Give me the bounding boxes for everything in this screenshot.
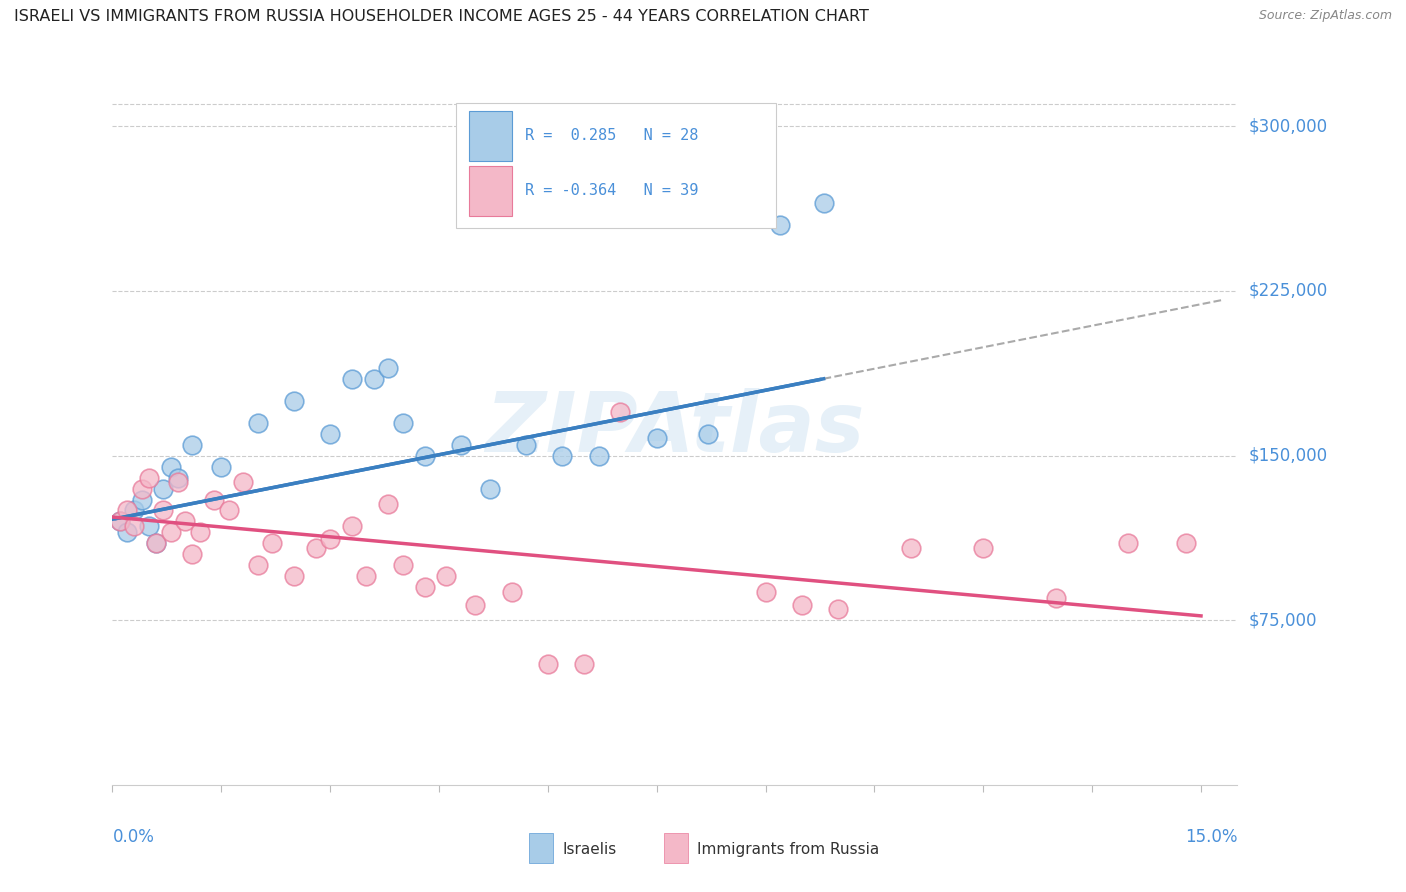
Point [246, 416, 269, 430]
Point [115, 525, 138, 540]
Text: ISRAELI VS IMMIGRANTS FROM RUSSIA HOUSEHOLDER INCOME AGES 25 - 44 YEARS CORRELAT: ISRAELI VS IMMIGRANTS FROM RUSSIA HOUSEH… [14, 9, 869, 24]
Point [188, 525, 211, 540]
Bar [664, 833, 689, 863]
Point [377, 360, 399, 375]
Text: Immigrants from Russia: Immigrants from Russia [697, 842, 880, 856]
Text: 0.0%: 0.0% [112, 828, 155, 846]
Text: 15.0%: 15.0% [1185, 828, 1237, 846]
Text: Israelis: Israelis [562, 842, 617, 856]
Point [283, 393, 305, 408]
Point [145, 536, 167, 550]
Point [1118, 536, 1140, 550]
Point [115, 503, 138, 517]
Point [696, 426, 718, 441]
Point [900, 541, 922, 555]
Point [813, 196, 835, 211]
Point [413, 580, 436, 594]
Text: $300,000: $300,000 [1249, 117, 1327, 136]
Point [790, 598, 813, 612]
Text: R = -0.364   N = 39: R = -0.364 N = 39 [526, 183, 699, 198]
Point [391, 416, 413, 430]
Text: $75,000: $75,000 [1249, 611, 1317, 629]
Point [572, 657, 595, 672]
Point [972, 541, 994, 555]
Point [218, 503, 240, 517]
Point [246, 558, 269, 573]
Point [166, 470, 188, 484]
Point [464, 598, 486, 612]
Bar [470, 166, 512, 216]
Point [1045, 591, 1067, 606]
Point [138, 470, 160, 484]
Point [551, 449, 574, 463]
Point [152, 482, 174, 496]
Bar [470, 111, 512, 161]
Point [159, 459, 181, 474]
Point [363, 372, 385, 386]
Point [138, 519, 160, 533]
Point [181, 437, 204, 451]
Point [377, 497, 399, 511]
Point [501, 584, 523, 599]
Point [202, 492, 225, 507]
Point [478, 482, 501, 496]
Point [340, 519, 363, 533]
Point [166, 475, 188, 489]
Point [232, 475, 254, 489]
Point [131, 492, 153, 507]
Point [319, 426, 342, 441]
Point [108, 515, 131, 529]
Point [769, 218, 792, 232]
Point [391, 558, 413, 573]
Point [108, 515, 131, 529]
Point [340, 372, 363, 386]
Point [537, 657, 560, 672]
Point [122, 519, 145, 533]
Text: ZIPAtlas: ZIPAtlas [485, 388, 865, 468]
Point [209, 459, 232, 474]
Text: Source: ZipAtlas.com: Source: ZipAtlas.com [1258, 9, 1392, 22]
Point [319, 532, 342, 546]
Point [515, 437, 537, 451]
Point [588, 449, 610, 463]
Point [755, 584, 778, 599]
Point [413, 449, 436, 463]
Point [450, 437, 472, 451]
Point [122, 503, 145, 517]
Point [152, 503, 174, 517]
Text: $225,000: $225,000 [1249, 282, 1327, 300]
Point [145, 536, 167, 550]
Point [827, 602, 849, 616]
Point [159, 525, 181, 540]
Point [645, 431, 668, 445]
Point [262, 536, 284, 550]
Text: $150,000: $150,000 [1249, 447, 1327, 465]
Point [434, 569, 457, 583]
Point [181, 548, 204, 562]
FancyBboxPatch shape [456, 103, 776, 228]
Bar [529, 833, 554, 863]
Point [1175, 536, 1198, 550]
Point [305, 541, 328, 555]
Point [609, 405, 631, 419]
Point [356, 569, 378, 583]
Text: R =  0.285   N = 28: R = 0.285 N = 28 [526, 128, 699, 143]
Point [131, 482, 153, 496]
Point [174, 515, 197, 529]
Point [283, 569, 305, 583]
